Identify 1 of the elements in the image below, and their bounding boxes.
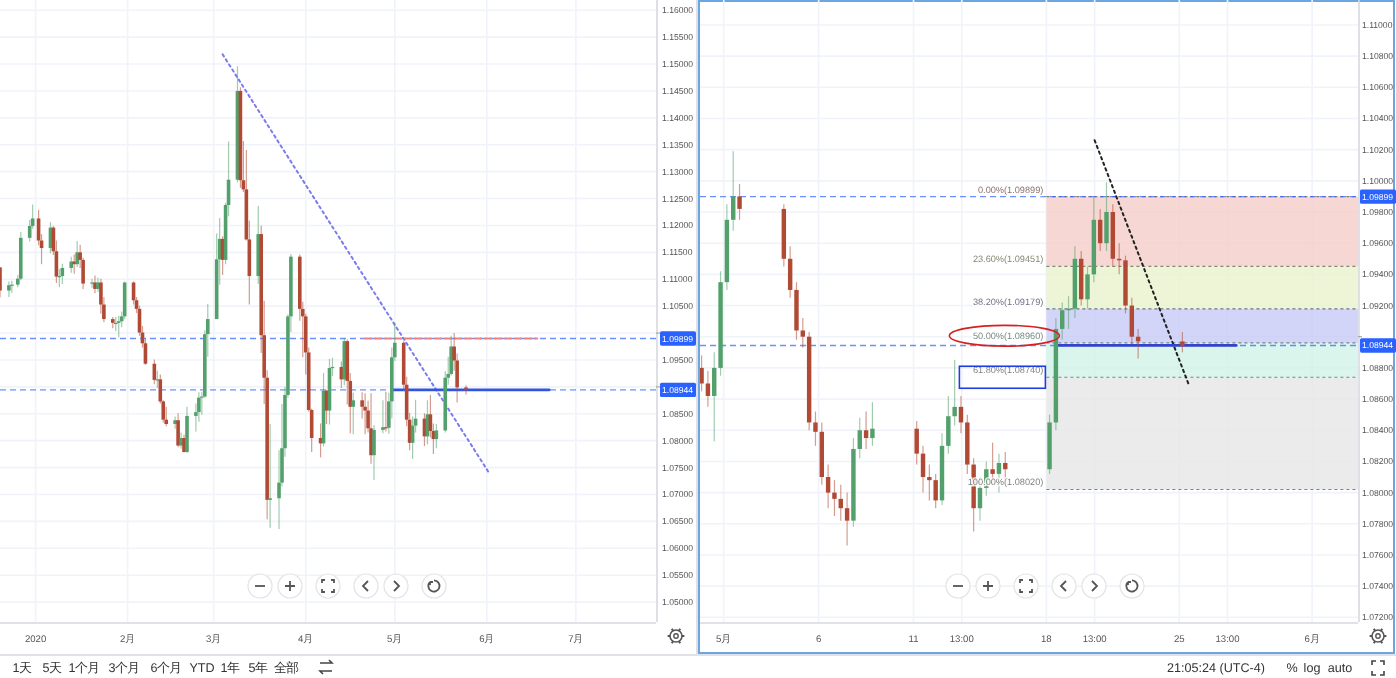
candlestick xyxy=(10,280,14,294)
